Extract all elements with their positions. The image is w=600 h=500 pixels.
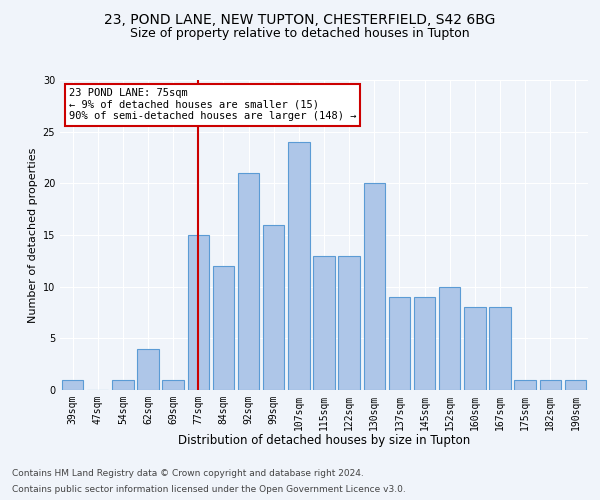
Bar <box>137 348 158 390</box>
Bar <box>539 380 561 390</box>
Bar <box>439 286 460 390</box>
Bar <box>464 308 485 390</box>
Text: 23, POND LANE, NEW TUPTON, CHESTERFIELD, S42 6BG: 23, POND LANE, NEW TUPTON, CHESTERFIELD,… <box>104 12 496 26</box>
Bar <box>62 380 83 390</box>
Bar <box>238 173 259 390</box>
Bar <box>288 142 310 390</box>
Bar <box>112 380 134 390</box>
Text: Contains HM Land Registry data © Crown copyright and database right 2024.: Contains HM Land Registry data © Crown c… <box>12 468 364 477</box>
Bar <box>565 380 586 390</box>
Text: Contains public sector information licensed under the Open Government Licence v3: Contains public sector information licen… <box>12 485 406 494</box>
X-axis label: Distribution of detached houses by size in Tupton: Distribution of detached houses by size … <box>178 434 470 448</box>
Bar <box>389 297 410 390</box>
Text: 23 POND LANE: 75sqm
← 9% of detached houses are smaller (15)
90% of semi-detache: 23 POND LANE: 75sqm ← 9% of detached hou… <box>69 88 356 122</box>
Bar <box>213 266 234 390</box>
Bar <box>338 256 360 390</box>
Bar <box>514 380 536 390</box>
Bar <box>313 256 335 390</box>
Bar <box>188 235 209 390</box>
Bar <box>263 224 284 390</box>
Bar <box>364 184 385 390</box>
Bar <box>414 297 435 390</box>
Bar <box>490 308 511 390</box>
Y-axis label: Number of detached properties: Number of detached properties <box>28 148 38 322</box>
Text: Size of property relative to detached houses in Tupton: Size of property relative to detached ho… <box>130 28 470 40</box>
Bar <box>163 380 184 390</box>
